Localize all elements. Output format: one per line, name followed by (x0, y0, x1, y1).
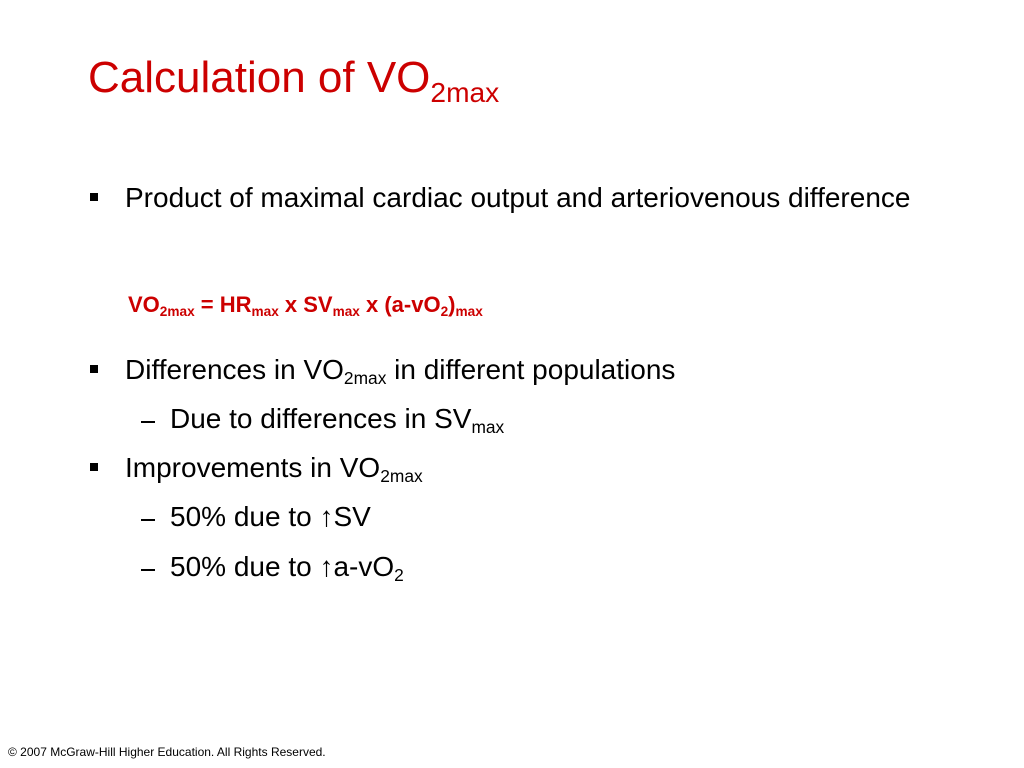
sub-bullet: 50% due to ↑a-vO2 (141, 546, 404, 596)
subscript: 2 (440, 304, 449, 320)
subscript: 2max (343, 368, 387, 389)
bullet: Product of maximal cardiac output and ar… (90, 177, 955, 219)
text-run: in different populations (386, 354, 676, 385)
text-run: Improvements in VO (125, 452, 381, 483)
slide-title: Calculation of VO2max (88, 52, 499, 119)
text-run: x SV (278, 292, 333, 317)
sub-bullet: Due to differences in SVmax (140, 398, 505, 448)
subscript: max (455, 304, 483, 320)
subscript: 2 (394, 565, 404, 586)
subscript: 2max (159, 304, 195, 320)
subscript: max (332, 304, 360, 320)
text-run: Differences in VO (125, 354, 344, 385)
bullet: Differences in VO2max in different popul… (90, 349, 955, 399)
text-run: 50% due to ↑SV (170, 501, 371, 532)
subscript: 2max (430, 76, 500, 108)
bullet: Improvements in VO2max (90, 447, 955, 497)
subscript: max (471, 417, 505, 438)
footer: © 2007 McGraw-Hill Higher Education. All… (8, 745, 326, 759)
text-run: VO (128, 292, 160, 317)
text-run: ) (448, 292, 456, 317)
text-run: x (a-vO (359, 292, 441, 317)
text-run: Due to differences in SV (170, 403, 472, 434)
text-run: Product of maximal cardiac output and ar… (125, 182, 911, 213)
subscript: max (251, 304, 279, 320)
subscript: 2max (380, 466, 423, 487)
formula: VO2max = HRmax x SVmax x (a-vO2)max (128, 290, 483, 327)
sub-bullet: 50% due to ↑SV (141, 496, 371, 538)
text-run: 50% due to ↑a-vO (170, 551, 395, 582)
text-run: Calculation of VO (88, 53, 431, 102)
text-run: = HR (194, 292, 252, 317)
